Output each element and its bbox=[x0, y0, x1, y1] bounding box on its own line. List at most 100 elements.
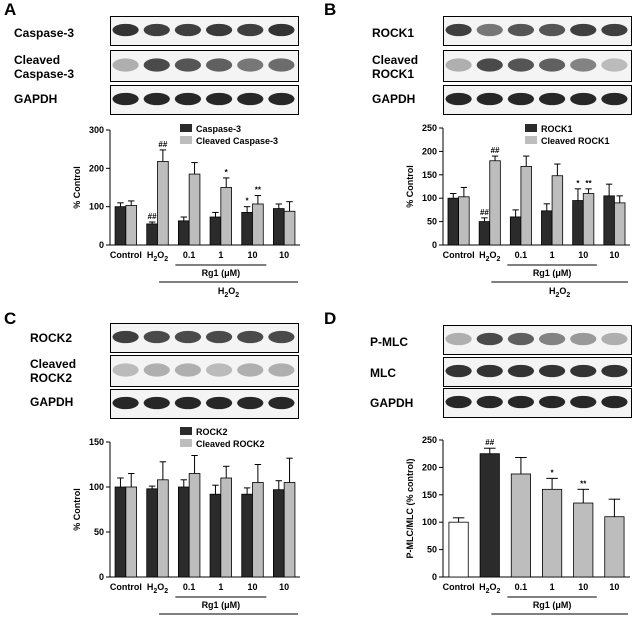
y-tick-label: 0 bbox=[99, 572, 104, 582]
x-tick-label: 10 bbox=[609, 582, 619, 592]
x-tick-label: Control bbox=[443, 250, 475, 260]
y-tick-label: 150 bbox=[422, 490, 437, 500]
x-tick-label: 1 bbox=[218, 250, 223, 260]
blot-label-2: Cleaved ROCK1 bbox=[372, 53, 419, 81]
bar bbox=[520, 165, 532, 246]
y-tick-label: 150 bbox=[89, 437, 104, 447]
blot-band bbox=[268, 92, 295, 106]
group-label: Rg1 (μM) bbox=[533, 268, 572, 278]
bar bbox=[573, 502, 594, 578]
y-tick-label: 50 bbox=[427, 217, 437, 227]
blot-label-3: GAPDH bbox=[30, 395, 74, 409]
significance-mark: * bbox=[246, 197, 250, 206]
blot-band bbox=[570, 395, 597, 409]
blot-label-1: P-MLC bbox=[370, 335, 408, 349]
x-tick-label: 10 bbox=[247, 250, 257, 260]
blot-band bbox=[507, 364, 535, 378]
bar bbox=[125, 486, 138, 578]
blot-strip-3 bbox=[110, 389, 299, 419]
bar bbox=[551, 175, 564, 246]
y-tick-label: 200 bbox=[422, 146, 437, 156]
bar bbox=[220, 187, 232, 246]
bar bbox=[188, 473, 201, 578]
legend-label: ROCK1 bbox=[541, 124, 573, 134]
blot-band bbox=[205, 363, 233, 377]
significance-mark: ** bbox=[580, 479, 587, 488]
legend-swatch bbox=[180, 439, 192, 447]
blot-label-1: ROCK1 bbox=[372, 26, 415, 40]
blot-band bbox=[143, 330, 170, 344]
blot-band bbox=[538, 58, 566, 72]
bar bbox=[283, 482, 296, 578]
blot-label-3: GAPDH bbox=[372, 92, 416, 106]
x-tick-label: H2O2 bbox=[147, 250, 168, 263]
blot-band bbox=[143, 396, 170, 410]
bar bbox=[209, 493, 222, 578]
bar bbox=[572, 200, 584, 246]
x-tick-label: 0.1 bbox=[183, 250, 196, 260]
blot-label-1: ROCK2 bbox=[30, 331, 73, 345]
y-tick-label: 200 bbox=[422, 462, 437, 472]
significance-mark: ## bbox=[491, 146, 500, 155]
bar-chart: 0 50 100 150 % Control Control H2O2 0.1 1 10 10 Rg1… bbox=[72, 330, 300, 615]
treatment-label: H2O2 bbox=[218, 286, 239, 299]
blot-band bbox=[445, 92, 472, 106]
x-tick-label: 10 bbox=[247, 582, 257, 592]
y-tick-label: 100 bbox=[89, 202, 104, 212]
blot-band bbox=[268, 396, 295, 410]
panel-letter: C bbox=[4, 309, 17, 328]
bar bbox=[157, 161, 169, 246]
significance-mark: ## bbox=[148, 212, 157, 221]
blot-band bbox=[237, 23, 264, 37]
blot-band bbox=[205, 23, 233, 37]
x-tick-label: Control bbox=[110, 582, 142, 592]
blot-band bbox=[570, 332, 597, 346]
blot-band bbox=[538, 332, 566, 346]
blot-band bbox=[601, 332, 628, 346]
blot-band bbox=[143, 23, 170, 37]
significance-mark: * bbox=[225, 168, 229, 177]
y-tick-label: 100 bbox=[89, 482, 104, 492]
blot-band bbox=[112, 23, 139, 37]
bar bbox=[542, 488, 563, 578]
panel-letter: B bbox=[324, 0, 337, 19]
significance-mark: * bbox=[551, 468, 555, 477]
x-tick-label: 1 bbox=[550, 250, 555, 260]
blot-band bbox=[143, 92, 170, 106]
blot-band bbox=[143, 363, 170, 377]
bar bbox=[489, 160, 501, 246]
blot-band bbox=[445, 332, 472, 346]
group-label: Rg1 (μM) bbox=[202, 268, 241, 278]
blot-band bbox=[570, 23, 597, 37]
blot-band bbox=[538, 395, 566, 409]
blot-band bbox=[507, 58, 535, 72]
x-tick-label: 10 bbox=[578, 250, 588, 260]
y-tick-label: 50 bbox=[94, 527, 104, 537]
blot-band bbox=[205, 396, 233, 410]
blot-band bbox=[538, 23, 566, 37]
blot-band bbox=[601, 92, 628, 106]
blot-band bbox=[112, 330, 139, 344]
blot-strip-1 bbox=[443, 325, 632, 355]
bar bbox=[177, 220, 190, 246]
blot-band bbox=[601, 23, 628, 37]
x-tick-label: H2O2 bbox=[147, 582, 168, 595]
blot-band bbox=[507, 395, 535, 409]
bar bbox=[603, 195, 615, 246]
panel-b: B ROCK1 Cleaved ROCK1 GAPDH 0 50 100 150 200 2… bbox=[320, 0, 640, 309]
x-tick-label: 10 bbox=[279, 582, 289, 592]
blot-band bbox=[174, 396, 202, 410]
legend-swatch bbox=[180, 136, 192, 144]
blot-strip-2 bbox=[110, 355, 299, 387]
bar bbox=[252, 203, 264, 246]
y-tick-label: 100 bbox=[422, 193, 437, 203]
x-tick-label: H2O2 bbox=[479, 250, 500, 263]
bar bbox=[272, 489, 285, 578]
y-tick-label: 50 bbox=[427, 545, 437, 555]
x-tick-label: 0.1 bbox=[183, 582, 196, 592]
legend-swatch bbox=[180, 427, 192, 435]
blot-band bbox=[112, 396, 139, 410]
blot-band bbox=[112, 58, 139, 72]
